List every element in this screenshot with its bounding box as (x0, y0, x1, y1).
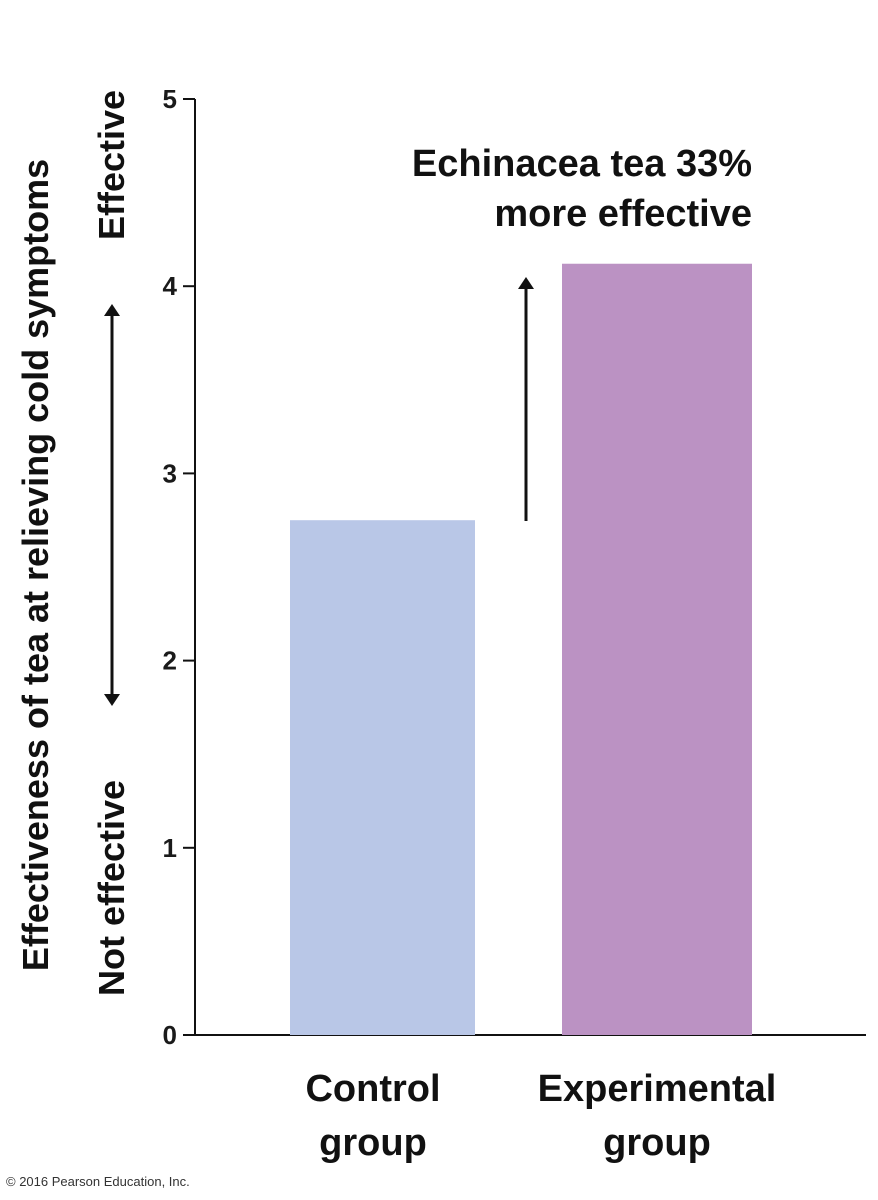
y-tick-label: 4 (163, 271, 178, 301)
y-tick-label: 5 (163, 84, 177, 114)
category-label-experimental-line1: Experimental (538, 1068, 777, 1110)
annotation-line-1: Echinacea tea 33% (412, 143, 752, 185)
y-tick-label: 2 (163, 646, 177, 676)
bar-experimental-group (562, 263, 752, 1036)
scale-low-label: Not effective (91, 780, 132, 996)
y-tick-label: 1 (163, 833, 177, 863)
bar-control-group (290, 520, 475, 1035)
category-label-experimental-line2: group (603, 1122, 711, 1164)
copyright-notice: © 2016 Pearson Education, Inc. (6, 1174, 190, 1189)
y-axis-label: Effectiveness of tea at relieving cold s… (15, 159, 56, 971)
category-label-control-line2: group (319, 1122, 427, 1164)
scale-high-label: Effective (91, 90, 132, 240)
y-tick-label: 3 (163, 458, 177, 488)
annotation-line-2: more effective (494, 193, 752, 235)
category-label-control-line1: Control (305, 1068, 440, 1110)
y-tick-label: 0 (163, 1020, 177, 1050)
